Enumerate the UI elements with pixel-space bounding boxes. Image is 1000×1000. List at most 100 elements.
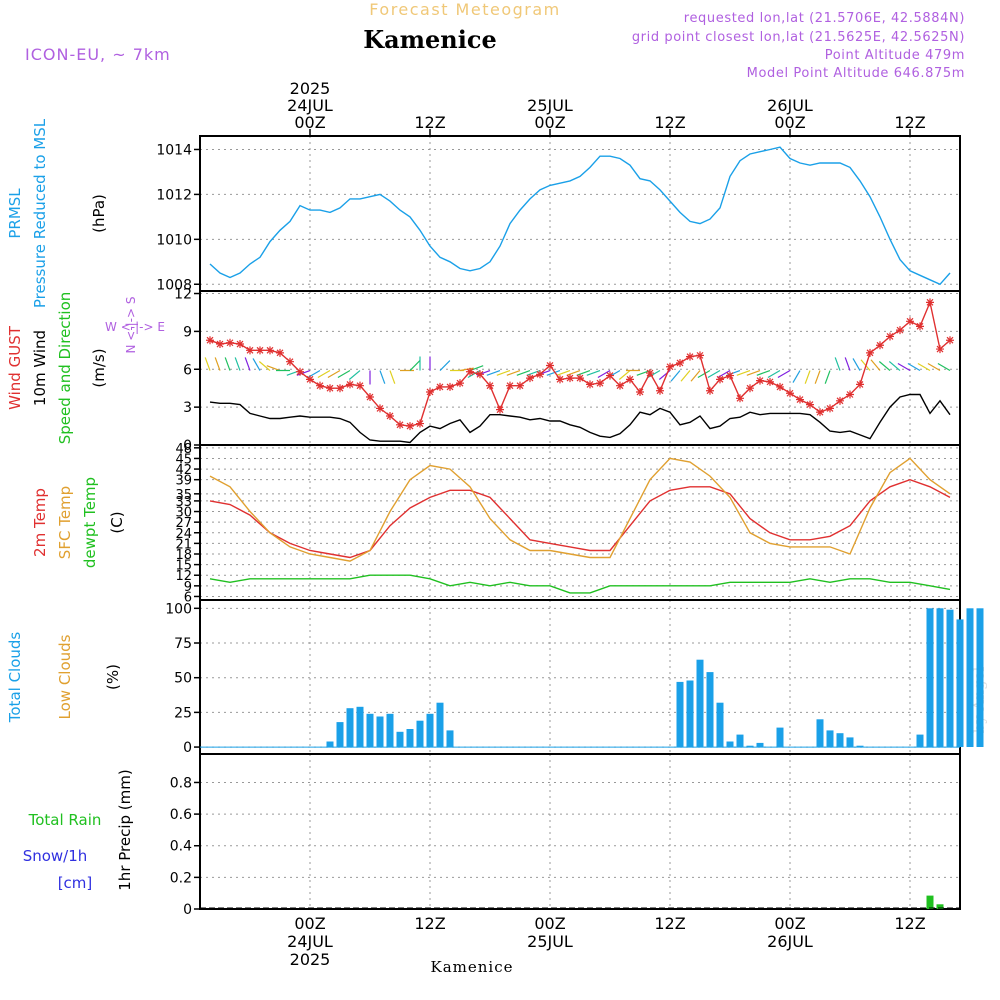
wind-gust-marker — [946, 336, 954, 345]
cloud-bar — [826, 730, 834, 747]
precip-ytick-label: 0.6 — [170, 807, 192, 823]
wind-gust-marker — [426, 387, 434, 396]
wind-gust-marker — [326, 384, 334, 393]
precip-ytick-label: 0 — [183, 902, 192, 918]
wind-gust-marker — [456, 379, 464, 388]
temp-ytick-label: 12 — [175, 569, 192, 584]
wind-direction-arrow — [618, 370, 631, 380]
wind-gust-marker — [606, 371, 614, 380]
bottom-time-label: 12Z — [414, 914, 445, 933]
wind-direction-arrow — [586, 369, 601, 376]
wind-direction-arrow — [888, 361, 901, 371]
wind-gust-marker — [616, 381, 624, 390]
temp-ytick-label: 48 — [175, 442, 192, 457]
wind-direction-arrow — [878, 361, 891, 371]
precip-label-snow: Snow/1h — [23, 847, 88, 865]
top-time-label: 00Z — [534, 113, 565, 132]
wind-gust-marker — [546, 361, 554, 370]
wind-direction-arrow — [214, 357, 221, 371]
cloud-bar — [336, 722, 344, 748]
wind-direction-arrow — [389, 370, 396, 384]
wind-gust-marker — [496, 405, 504, 414]
wind-gust-marker — [256, 346, 264, 355]
cloud-bar — [836, 733, 844, 748]
wind-gust-marker — [266, 346, 274, 355]
wind-gust-marker — [776, 382, 784, 391]
bottom-time-label: 00Z — [774, 914, 805, 933]
cloud-bar — [966, 608, 974, 747]
wind-direction-arrow — [852, 358, 861, 371]
wind-gust-marker — [306, 375, 314, 384]
wind-gust-marker — [556, 375, 564, 384]
gridpoint-coords: grid point closest lon,lat (21.5625E, 42… — [632, 30, 965, 45]
wind-direction-arrow — [409, 360, 421, 371]
pressure-side-label: PRMSL — [6, 188, 24, 239]
cloud-bar — [396, 731, 404, 748]
cloud-bar — [936, 608, 944, 747]
precip-ytick-label: 0.8 — [170, 775, 192, 791]
wind-direction-arrow — [777, 370, 791, 379]
cloud-bar — [386, 713, 394, 748]
wind-direction-arrow — [767, 370, 781, 379]
temp-ytick-label: 18 — [175, 548, 192, 563]
cloud-bar — [406, 729, 414, 747]
top-time-label: 12Z — [654, 113, 685, 132]
wind-gust-marker — [886, 332, 894, 341]
wind-direction-arrow — [252, 358, 261, 371]
cloud-bar — [676, 681, 684, 748]
temp-ytick-label: 39 — [175, 474, 192, 489]
pressure-ytick-label: 1012 — [156, 187, 192, 203]
wind-gust-marker — [446, 382, 454, 391]
top-time-label: 26JUL — [767, 96, 813, 115]
wind-direction-arrow — [670, 370, 681, 382]
wind-direction-arrow — [516, 369, 531, 376]
wind-direction-arrow — [486, 369, 501, 376]
temp-ytick-label: 15 — [175, 559, 192, 574]
pressure-ytick-label: 1008 — [156, 277, 192, 293]
top-time-label: 00Z — [294, 113, 325, 132]
bottom-time-label: 24JUL — [287, 932, 333, 951]
wind-gust-marker — [796, 395, 804, 404]
cloud-bar — [856, 745, 864, 748]
wind-gust-marker — [706, 386, 714, 395]
pressure-ytick-label: 1014 — [156, 142, 192, 158]
cloud-bar — [436, 702, 444, 748]
cloud-bar — [956, 619, 964, 747]
cloud-bar — [366, 713, 374, 748]
wind-gust-marker — [866, 348, 874, 357]
wind-gust-marker — [216, 340, 224, 349]
wind-gust-marker — [346, 380, 354, 389]
top-time-label: 12Z — [414, 113, 445, 132]
wind-gust-marker — [806, 400, 814, 409]
precip-bar — [936, 904, 944, 909]
wind-direction-arrow — [844, 357, 851, 371]
cloud-bar — [926, 608, 934, 747]
clouds-frame — [199, 599, 961, 755]
wind-gust-marker — [746, 384, 754, 393]
wind-direction-arrow — [204, 357, 211, 371]
precip-axis-label: 1hr Precip (mm) — [116, 769, 134, 890]
cloud-bar — [946, 609, 954, 748]
bottom-time-label: 12Z — [894, 914, 925, 933]
top-time-label: 00Z — [774, 113, 805, 132]
wind-gust-marker — [736, 394, 744, 403]
wind-direction-arrow — [439, 360, 451, 371]
bottom-time-label: 00Z — [294, 914, 325, 933]
cloud-bar — [756, 742, 764, 748]
wind-gust-marker — [726, 371, 734, 380]
pressure-line — [209, 146, 951, 286]
cloud-bar — [776, 727, 784, 747]
wind-ytick-label: 0 — [183, 438, 192, 454]
compass-ns: N <-|-> S — [124, 296, 138, 353]
top-time-label: 12Z — [894, 113, 925, 132]
wind-gust-marker — [676, 358, 684, 367]
wind-direction-arrow — [546, 369, 561, 376]
wind-direction-arrow — [697, 370, 711, 379]
model-altitude: Model Point Altitude 646.875m — [747, 66, 965, 81]
wind-gust-marker — [566, 374, 574, 383]
wind-direction-arrow — [337, 370, 351, 379]
temp-ytick-label: 24 — [175, 527, 192, 542]
cloud-bar — [816, 719, 824, 747]
pressure-frame — [199, 135, 961, 292]
